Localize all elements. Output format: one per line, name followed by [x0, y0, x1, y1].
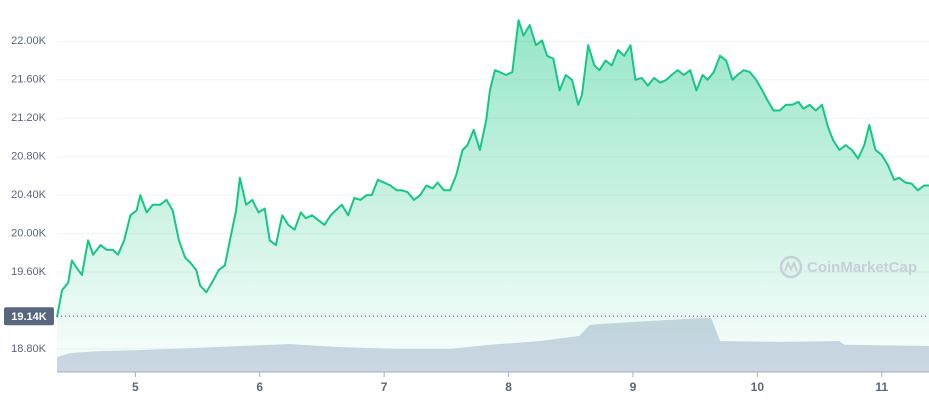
watermark-text: CoinMarketCap	[807, 259, 917, 276]
axes: 18.80K 19.60K 20.00K 20.40K 20.80K 21.20K 21.6…	[4, 35, 929, 394]
x-tick-label: 8	[505, 380, 512, 394]
x-tick-label: 10	[751, 380, 765, 394]
x-tick-label: 9	[630, 380, 637, 394]
watermark: CoinMarketCap	[779, 255, 917, 279]
price-area	[57, 20, 929, 372]
reference-label-box	[4, 307, 54, 326]
y-tick-label: 20.00K	[11, 227, 47, 239]
price-layer	[56, 19, 929, 372]
y-tick-label: 21.20K	[11, 112, 47, 124]
y-tick-label: 20.40K	[11, 189, 47, 201]
x-tick-label: 11	[875, 380, 888, 394]
price-line	[56, 19, 929, 318]
y-tick-label: 19.60K	[11, 266, 47, 278]
y-tick-label: 22.00K	[11, 35, 47, 47]
reference-label: 19.14K	[11, 311, 47, 323]
watermark-logo-mark	[784, 260, 798, 272]
x-tick-label: 5	[132, 380, 139, 394]
y-tick-label: 20.80K	[11, 151, 47, 163]
x-tick-label: 7	[381, 380, 388, 394]
y-tick-label: 21.60K	[11, 74, 47, 86]
y-tick-label: 18.80K	[11, 343, 47, 355]
watermark-logo	[779, 255, 803, 279]
x-tick-label: 6	[256, 380, 263, 394]
